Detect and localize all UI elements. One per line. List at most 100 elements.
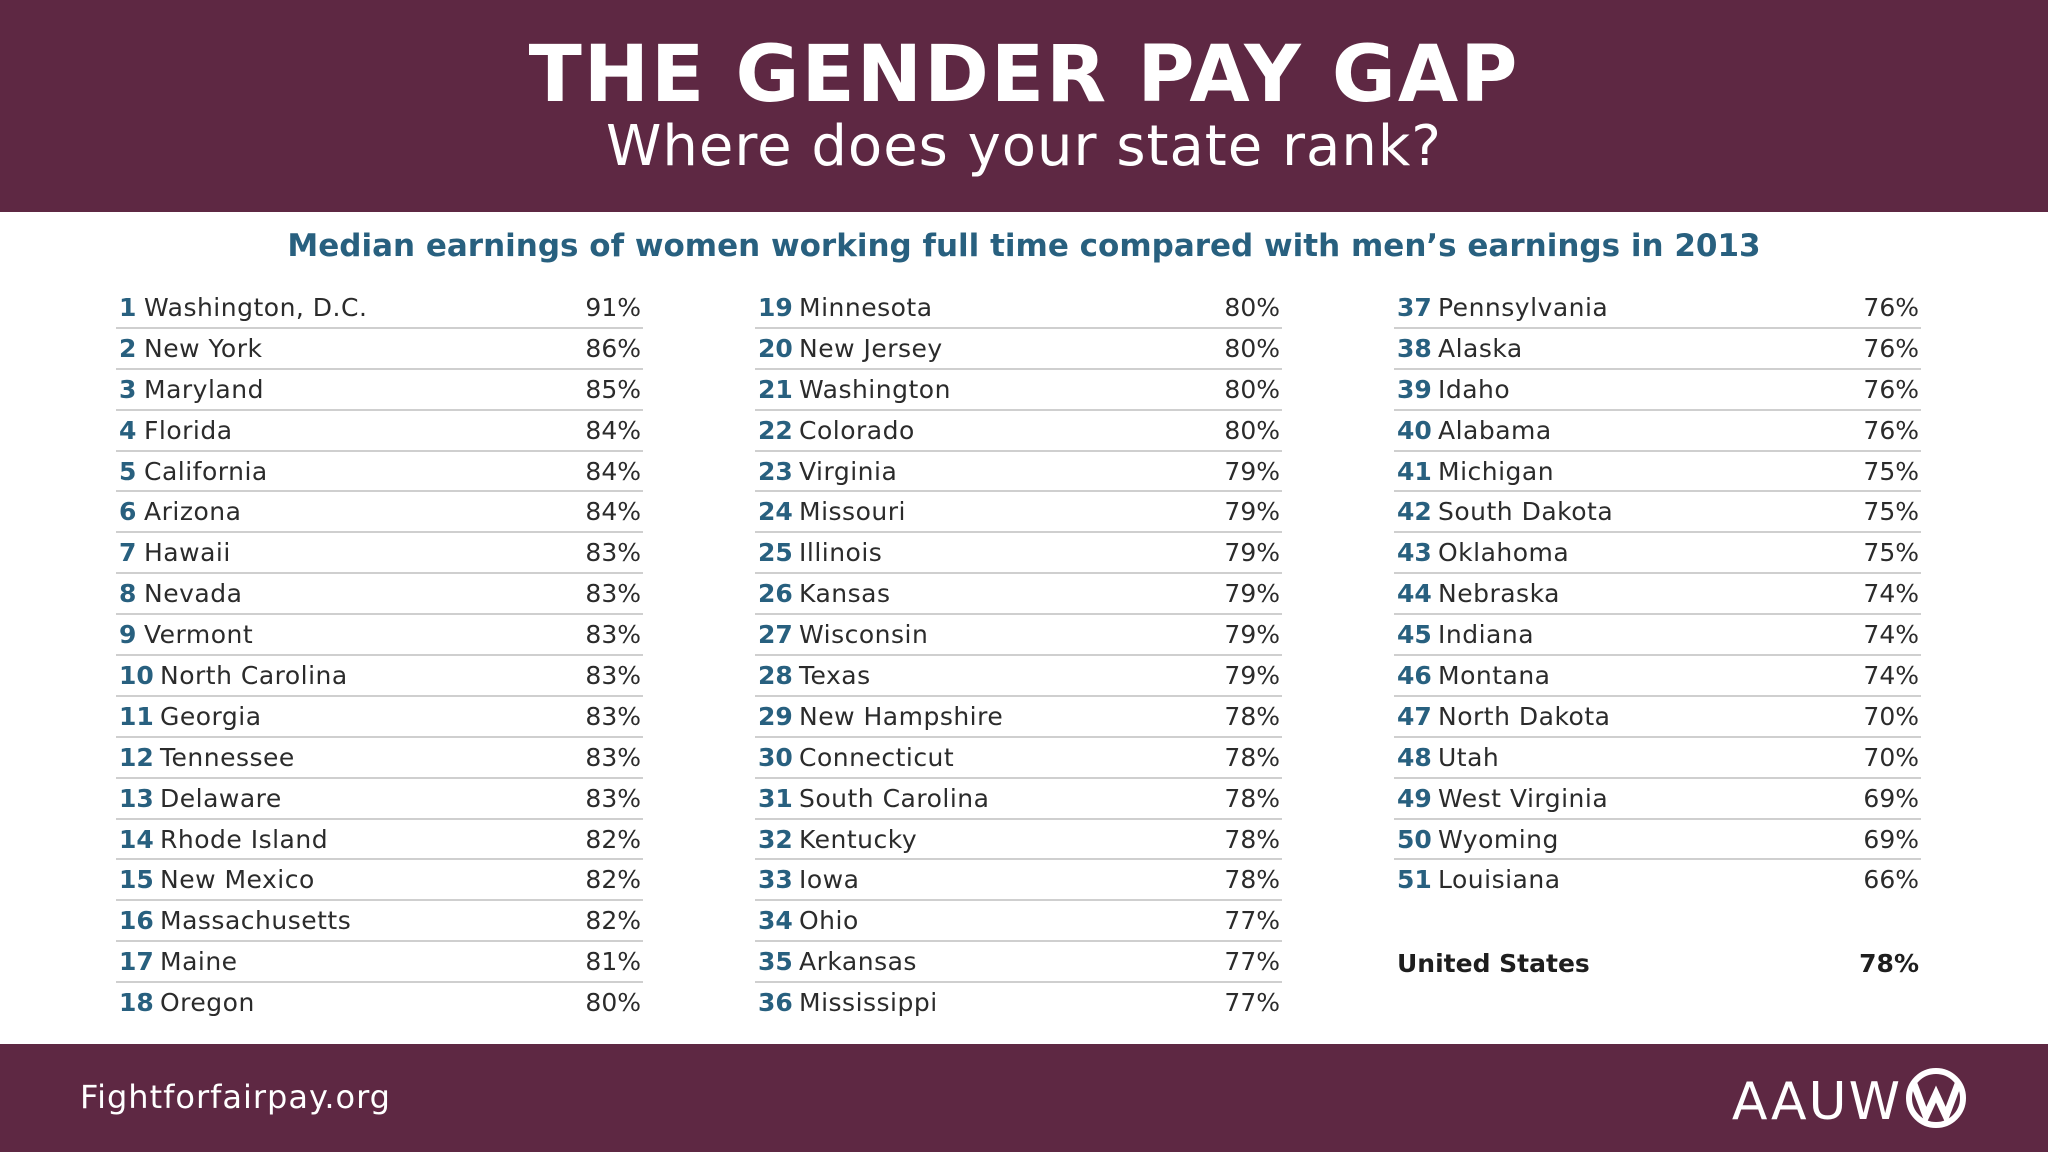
state-row: 51 Louisiana 66% bbox=[1394, 860, 1921, 901]
state-name: Idaho bbox=[1438, 374, 1511, 404]
state-rank: 17 bbox=[119, 947, 154, 977]
state-name: South Dakota bbox=[1438, 497, 1614, 527]
state-row: 31 South Carolina 78% bbox=[755, 779, 1282, 820]
state-name: Virginia bbox=[799, 456, 898, 486]
state-name: Kentucky bbox=[799, 824, 918, 854]
website-link[interactable]: Fightforfairpay.org bbox=[80, 1078, 391, 1116]
state-rank: 41 bbox=[1397, 456, 1432, 486]
state-percentage: 82% bbox=[585, 906, 641, 936]
state-row: 45 Indiana 74% bbox=[1394, 615, 1921, 657]
state-percentage: 76% bbox=[1863, 374, 1919, 404]
state-name: Alaska bbox=[1438, 333, 1523, 363]
state-percentage: 69% bbox=[1863, 783, 1919, 813]
national-total-row: United States 78% bbox=[1394, 944, 1921, 984]
state-row: 39 Idaho 76% bbox=[1394, 370, 1921, 411]
state-rank: 3 bbox=[119, 374, 137, 404]
state-rank: 35 bbox=[758, 947, 793, 977]
state-name: Tennessee bbox=[160, 742, 295, 772]
state-row: 15 New Mexico 82% bbox=[116, 860, 643, 902]
state-rank: 25 bbox=[758, 538, 793, 568]
state-percentage: 79% bbox=[1224, 456, 1280, 486]
state-percentage: 83% bbox=[585, 579, 641, 609]
state-row: 36 Mississippi 77% bbox=[755, 983, 1282, 1024]
state-rank: 13 bbox=[119, 783, 154, 813]
state-percentage: 79% bbox=[1224, 497, 1280, 527]
state-name: Maine bbox=[160, 947, 238, 977]
state-row: 44 Nebraska 74% bbox=[1394, 574, 1921, 616]
state-row: 50 Wyoming 69% bbox=[1394, 820, 1921, 861]
state-rank: 15 bbox=[119, 865, 154, 895]
state-percentage: 83% bbox=[585, 661, 641, 691]
state-percentage: 85% bbox=[585, 374, 641, 404]
state-percentage: 80% bbox=[1224, 333, 1280, 363]
state-rank: 38 bbox=[1397, 333, 1432, 363]
state-percentage: 74% bbox=[1863, 579, 1919, 609]
state-percentage: 91% bbox=[585, 293, 641, 322]
state-percentage: 77% bbox=[1224, 947, 1280, 977]
state-rank: 19 bbox=[758, 293, 793, 322]
state-name: Missouri bbox=[799, 497, 906, 527]
state-rank: 27 bbox=[758, 620, 793, 650]
state-percentage: 69% bbox=[1863, 824, 1919, 854]
state-row: 43 Oklahoma 75% bbox=[1394, 533, 1921, 575]
header-banner: THE GENDER PAY GAP Where does your state… bbox=[0, 0, 2048, 212]
state-percentage: 83% bbox=[585, 701, 641, 731]
state-name: Nebraska bbox=[1438, 579, 1560, 609]
state-name: Maryland bbox=[144, 374, 264, 404]
state-rank: 8 bbox=[119, 579, 137, 609]
state-rank: 1 bbox=[119, 293, 137, 322]
state-percentage: 83% bbox=[585, 742, 641, 772]
state-percentage: 79% bbox=[1224, 620, 1280, 650]
state-row: 37 Pennsylvania 76% bbox=[1394, 288, 1921, 329]
state-name: Florida bbox=[144, 415, 233, 445]
state-row: 11 Georgia 83% bbox=[116, 697, 643, 738]
state-percentage: 82% bbox=[585, 865, 641, 895]
state-rank: 28 bbox=[758, 661, 793, 691]
state-row: 20 New Jersey 80% bbox=[755, 329, 1282, 370]
state-percentage: 80% bbox=[585, 988, 641, 1018]
state-row: 14 Rhode Island 82% bbox=[116, 820, 643, 861]
state-row: 30 Connecticut 78% bbox=[755, 738, 1282, 779]
state-row: 38 Alaska 76% bbox=[1394, 329, 1921, 370]
state-name: Washington, D.C. bbox=[144, 293, 368, 322]
state-name: South Carolina bbox=[799, 783, 990, 813]
state-name: Indiana bbox=[1438, 620, 1535, 650]
state-row: 3 Maryland 85% bbox=[116, 370, 643, 411]
state-percentage: 78% bbox=[1224, 783, 1280, 813]
state-rank: 36 bbox=[758, 988, 793, 1018]
state-name: Pennsylvania bbox=[1438, 293, 1609, 322]
state-row: 8 Nevada 83% bbox=[116, 574, 643, 616]
state-name: New Hampshire bbox=[799, 701, 1004, 731]
state-rank: 49 bbox=[1397, 783, 1432, 813]
state-percentage: 83% bbox=[585, 538, 641, 568]
state-name: Montana bbox=[1438, 661, 1551, 691]
state-rank: 21 bbox=[758, 374, 793, 404]
state-percentage: 84% bbox=[585, 497, 641, 527]
state-rank: 42 bbox=[1397, 497, 1432, 527]
state-percentage: 70% bbox=[1863, 742, 1919, 772]
state-row: 5 California 84% bbox=[116, 452, 643, 493]
state-name: Michigan bbox=[1438, 456, 1555, 486]
state-row: 1 Washington, D.C. 91% bbox=[116, 288, 643, 329]
state-rank: 7 bbox=[119, 538, 137, 568]
state-name: Iowa bbox=[799, 865, 860, 895]
state-name: New Mexico bbox=[160, 865, 315, 895]
state-name: West Virginia bbox=[1438, 783, 1609, 813]
state-percentage: 79% bbox=[1224, 661, 1280, 691]
state-rank: 31 bbox=[758, 783, 793, 813]
state-rank: 2 bbox=[119, 333, 137, 363]
state-percentage: 76% bbox=[1863, 415, 1919, 445]
state-name: North Dakota bbox=[1438, 701, 1611, 731]
state-rank: 20 bbox=[758, 333, 793, 363]
state-row: 12 Tennessee 83% bbox=[116, 738, 643, 779]
state-percentage: 74% bbox=[1863, 661, 1919, 691]
state-row: 27 Wisconsin 79% bbox=[755, 615, 1282, 657]
state-name: Nevada bbox=[144, 579, 243, 609]
state-rank: 24 bbox=[758, 497, 793, 527]
state-percentage: 75% bbox=[1863, 538, 1919, 568]
state-rank: 30 bbox=[758, 742, 793, 772]
state-rank: 6 bbox=[119, 497, 137, 527]
state-rank: 37 bbox=[1397, 293, 1432, 322]
state-row: 26 Kansas 79% bbox=[755, 574, 1282, 616]
state-percentage: 82% bbox=[585, 824, 641, 854]
